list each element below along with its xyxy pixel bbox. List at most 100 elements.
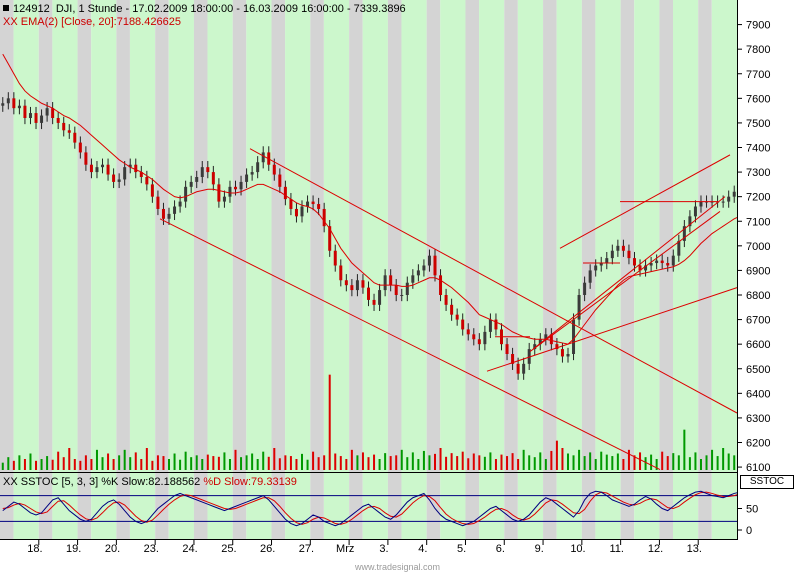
x-tick-label: 24.	[182, 543, 197, 555]
volume-bar	[494, 459, 497, 470]
band-green	[362, 0, 388, 540]
candle-body	[533, 344, 537, 350]
candle-body	[250, 172, 254, 175]
candle-body	[333, 250, 337, 266]
candle-body	[322, 208, 326, 227]
volume-bar	[461, 451, 464, 470]
candle-body	[444, 295, 448, 305]
candle-body	[317, 204, 321, 209]
x-tick-label: 11.	[610, 543, 624, 555]
volume-bar	[162, 456, 165, 470]
volume-bar	[489, 452, 492, 470]
volume-bar	[583, 456, 586, 470]
y-axis-labels: 6100 6200 6300 6400 6500 6600 6700 6800 6900 7000…	[738, 20, 770, 537]
volume-bar	[240, 457, 243, 470]
band-gray	[38, 0, 53, 540]
candle-body	[361, 280, 365, 288]
volume-bar	[666, 456, 669, 470]
volume-bar	[472, 453, 475, 470]
volume-bar	[306, 459, 309, 470]
candle-body	[378, 290, 382, 305]
volume-bar	[112, 459, 115, 470]
volume-bar	[201, 459, 204, 470]
candle-body	[411, 275, 415, 283]
candle-body	[261, 152, 265, 163]
band-green	[479, 0, 505, 540]
band-green	[129, 0, 156, 540]
stoch-k-label: XX SSTOC [5, 3, 3] %K Slow:82.188562	[3, 476, 201, 488]
volume-bar	[589, 452, 592, 470]
band-green	[517, 0, 544, 540]
volume-bar	[722, 448, 725, 470]
volume-bar	[267, 456, 270, 470]
volume-bar	[40, 459, 43, 470]
y-tick-label: 7300	[746, 167, 770, 179]
x-tick-label: 12.	[648, 543, 663, 555]
volume-bar	[528, 455, 531, 470]
band-gray	[581, 0, 596, 540]
band-gray	[659, 0, 673, 540]
volume-bar	[356, 455, 359, 470]
candle-body	[150, 184, 154, 197]
y-tick-label: 7500	[746, 118, 770, 130]
volume-bar	[73, 459, 76, 470]
candle-body	[222, 196, 226, 202]
candle-body	[123, 167, 127, 180]
candle-body	[572, 319, 576, 354]
candle-body	[167, 213, 171, 219]
candle-body	[189, 181, 193, 187]
volume-bar	[378, 459, 381, 470]
volume-bar	[123, 449, 126, 470]
candle-body	[178, 201, 182, 207]
x-tick-label: 18.	[27, 543, 42, 555]
candle-body	[494, 319, 498, 330]
volume-bar	[411, 452, 414, 470]
candle-body	[278, 174, 282, 187]
oscillator-panel-label[interactable]: SSTOC	[740, 475, 794, 489]
band-gray	[232, 0, 247, 540]
volume-bar	[68, 448, 71, 470]
stoch-legend: XX SSTOC [5, 3, 3] %K Slow:82.188562 %D …	[3, 476, 297, 489]
candle-body	[644, 265, 648, 271]
candle-body	[200, 167, 204, 177]
candle-body	[383, 275, 387, 291]
y-axis-bg	[738, 0, 795, 540]
x-tick-label: 20.	[105, 543, 120, 555]
volume-bar	[350, 449, 353, 470]
volume-bar	[62, 457, 65, 470]
candle-body	[161, 208, 165, 219]
volume-bar	[345, 459, 348, 470]
volume-bar	[467, 458, 470, 470]
candle-body	[106, 164, 110, 175]
band-green	[595, 0, 621, 540]
candle-body	[300, 206, 304, 217]
volume-bar	[206, 454, 209, 470]
band-green	[556, 0, 582, 540]
ema-line	[2, 53, 795, 345]
volume-bar	[699, 459, 702, 470]
volume-bar	[367, 457, 370, 470]
volume-bar	[173, 453, 176, 470]
y-tick-label: 7600	[746, 93, 770, 105]
candle-body	[89, 164, 93, 173]
volume-bar	[107, 453, 110, 470]
volume-bar	[79, 460, 82, 470]
x-tick-label: 9.	[535, 543, 544, 555]
trendline	[249, 148, 738, 414]
candle-body	[112, 174, 116, 182]
band-gray	[465, 0, 480, 540]
volume-bar	[195, 455, 198, 470]
band-gray	[504, 0, 518, 540]
volume-bar	[578, 449, 581, 470]
candle-body	[195, 177, 199, 182]
volume-bar	[616, 453, 619, 470]
volume-bar	[134, 452, 137, 470]
volume-bar	[406, 457, 409, 470]
volume-bar	[223, 452, 226, 470]
volume-bar	[433, 453, 436, 470]
volume-bar	[672, 453, 675, 470]
volume-bar	[184, 451, 187, 470]
x-tick-label: 6.	[496, 543, 505, 555]
candle-body	[677, 240, 681, 256]
